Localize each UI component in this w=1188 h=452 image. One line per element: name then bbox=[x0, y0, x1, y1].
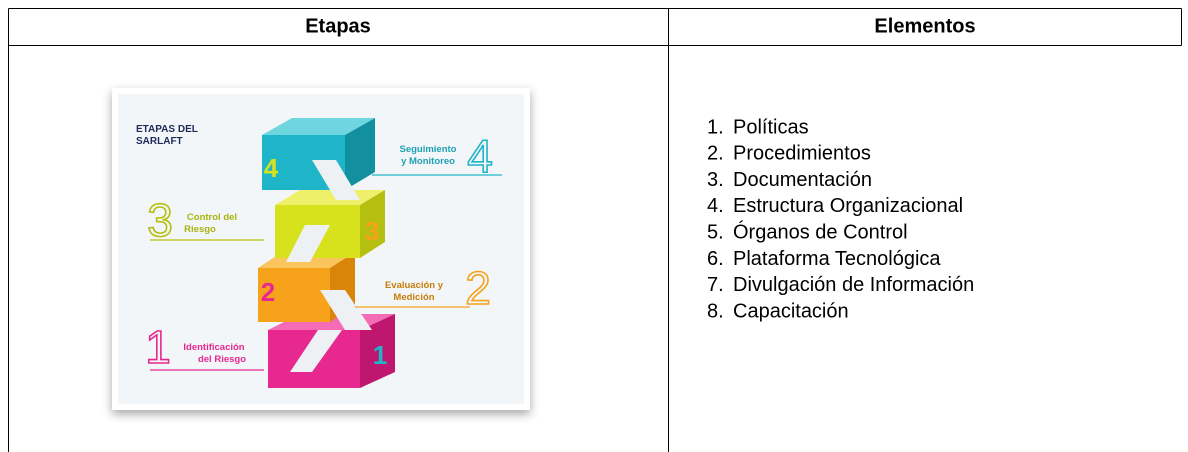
stage-label: Control del bbox=[187, 212, 237, 223]
outline-number: 4 bbox=[467, 130, 493, 182]
list-item: Plataforma Tecnológica bbox=[733, 248, 941, 270]
list-number: 7. bbox=[707, 274, 724, 296]
outline-number: 1 bbox=[145, 321, 171, 373]
list-item: Órganos de Control bbox=[733, 220, 908, 243]
stage-label: Identificación bbox=[183, 342, 244, 353]
outline-number: 3 bbox=[147, 194, 173, 246]
stage-label: Medición bbox=[393, 292, 434, 303]
list-item: Documentación bbox=[733, 169, 872, 191]
stage-label: del Riesgo bbox=[198, 354, 246, 365]
list-number: 5. bbox=[707, 221, 724, 243]
stage-label: y Monitoreo bbox=[401, 156, 455, 167]
block-number: 1 bbox=[373, 340, 387, 370]
stage-label: Seguimiento bbox=[399, 144, 456, 155]
list-item: Políticas bbox=[733, 116, 809, 138]
list-number: 1. bbox=[707, 116, 724, 138]
image-title: ETAPAS DEL bbox=[136, 124, 198, 135]
header-cell: Elementos bbox=[874, 15, 975, 37]
list-number: 2. bbox=[707, 143, 724, 165]
stage-label: Evaluación y bbox=[385, 280, 444, 291]
cube bbox=[262, 118, 375, 200]
image-title: SARLAFT bbox=[136, 136, 183, 147]
cube bbox=[258, 252, 372, 330]
list-number: 4. bbox=[707, 195, 724, 217]
list-item: Procedimientos bbox=[733, 143, 871, 165]
table-borders bbox=[8, 8, 1182, 452]
list-number: 6. bbox=[707, 248, 724, 270]
elements-list: 1. Políticas 2. Procedimientos 3. Documentaci… bbox=[707, 116, 974, 322]
stage-label: Riesgo bbox=[184, 224, 216, 235]
list-item: Capacitación bbox=[733, 300, 849, 322]
list-number: 3. bbox=[707, 169, 724, 191]
block-number: 4 bbox=[264, 153, 279, 183]
list-item: Divulgación de Información bbox=[733, 274, 974, 296]
list-number: 8. bbox=[707, 300, 724, 322]
list-item: Estructura Organizacional bbox=[733, 195, 963, 217]
cube bbox=[275, 190, 385, 262]
block-number: 3 bbox=[365, 216, 379, 246]
block-number: 2 bbox=[261, 277, 275, 307]
outline-number: 2 bbox=[465, 262, 491, 314]
infographic: ETAPAS DEL SARLAFT 1 2 3 bbox=[112, 88, 530, 410]
header-cell: Etapas bbox=[305, 15, 371, 37]
